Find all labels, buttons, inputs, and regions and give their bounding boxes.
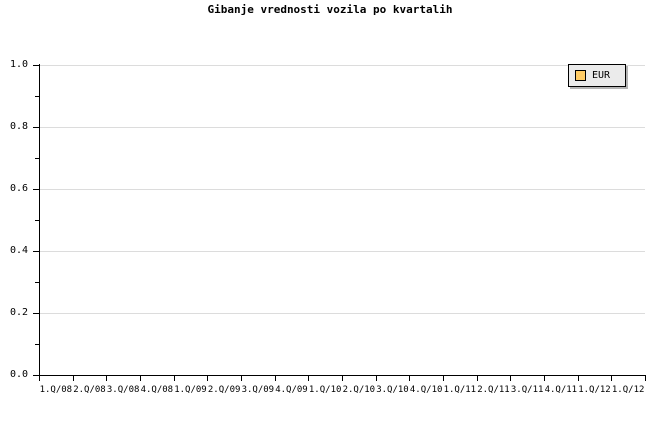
gridline bbox=[39, 313, 645, 314]
x-tick bbox=[611, 376, 613, 381]
x-axis-label: 3.Q/09 bbox=[241, 385, 275, 395]
x-axis-label: 2.Q/10 bbox=[342, 385, 376, 395]
x-tick bbox=[443, 376, 444, 381]
x-tick bbox=[342, 376, 343, 381]
gridline bbox=[39, 127, 645, 128]
x-axis-label: 3.Q/10 bbox=[376, 385, 409, 395]
y-axis-label: 0.6 bbox=[9, 183, 28, 194]
x-tick bbox=[476, 376, 478, 381]
x-tick bbox=[173, 376, 175, 381]
x-tick bbox=[409, 376, 411, 381]
x-axis-label: 4.Q/08 bbox=[140, 385, 174, 395]
y-tick-major bbox=[33, 189, 39, 190]
y-axis-label: 0.4 bbox=[9, 245, 28, 256]
x-axis-label: 1.Q/12 bbox=[611, 385, 645, 395]
x-axis-line bbox=[39, 375, 646, 376]
y-tick-major bbox=[33, 127, 39, 128]
x-tick bbox=[308, 376, 310, 381]
chart-title: Gibanje vrednosti vozila po kvartalih bbox=[207, 3, 453, 16]
x-axis-label: 4.Q/11 bbox=[544, 385, 578, 395]
x-axis-label: 1.Q/09 bbox=[174, 385, 207, 395]
y-axis-label: 0.2 bbox=[9, 307, 28, 318]
x-tick bbox=[544, 376, 545, 381]
legend-label-eur: EUR bbox=[592, 69, 611, 81]
x-axis-label: 1.Q/12 bbox=[578, 385, 611, 395]
gridline bbox=[39, 189, 645, 190]
x-axis-label: 3.Q/08 bbox=[106, 385, 140, 395]
y-axis-line bbox=[39, 64, 40, 376]
y-tick-major bbox=[33, 251, 39, 252]
plot-area bbox=[39, 65, 645, 375]
x-tick bbox=[106, 376, 108, 381]
y-tick-minor bbox=[35, 344, 39, 345]
x-tick bbox=[577, 376, 579, 381]
x-axis-label: 2.Q/11 bbox=[477, 385, 510, 395]
y-tick-minor bbox=[35, 282, 39, 283]
legend-swatch-eur bbox=[575, 70, 586, 81]
x-tick bbox=[645, 376, 646, 381]
x-tick bbox=[510, 376, 512, 381]
x-tick bbox=[375, 376, 377, 381]
x-tick bbox=[39, 376, 40, 381]
y-tick-major bbox=[33, 375, 39, 376]
legend[interactable]: EUR bbox=[568, 64, 626, 87]
y-axis-label: 0.0 bbox=[9, 369, 28, 380]
x-axis-label: 2.Q/09 bbox=[207, 385, 241, 395]
x-axis-label: 2.Q/08 bbox=[73, 385, 106, 395]
y-tick-minor bbox=[35, 158, 39, 159]
x-axis-label: 4.Q/10 bbox=[409, 385, 443, 395]
y-axis-label: 0.8 bbox=[9, 121, 28, 132]
x-axis-label: 1.Q/11 bbox=[443, 385, 477, 395]
x-tick bbox=[274, 376, 276, 381]
gridline bbox=[39, 65, 645, 66]
x-axis-label: 3.Q/11 bbox=[510, 385, 544, 395]
y-axis-label: 1.0 bbox=[9, 59, 28, 70]
y-tick-minor bbox=[35, 220, 39, 221]
x-tick bbox=[207, 376, 209, 381]
x-axis-label: 1.Q/08 bbox=[39, 385, 73, 395]
y-tick-major bbox=[33, 313, 39, 314]
x-tick bbox=[140, 376, 141, 381]
gridline bbox=[39, 251, 645, 252]
x-axis-label: 1.Q/10 bbox=[308, 385, 342, 395]
x-tick bbox=[241, 376, 242, 381]
x-tick bbox=[72, 376, 74, 381]
x-axis-label: 4.Q/09 bbox=[275, 385, 308, 395]
y-tick-minor bbox=[35, 96, 39, 97]
y-tick-major bbox=[33, 65, 39, 66]
